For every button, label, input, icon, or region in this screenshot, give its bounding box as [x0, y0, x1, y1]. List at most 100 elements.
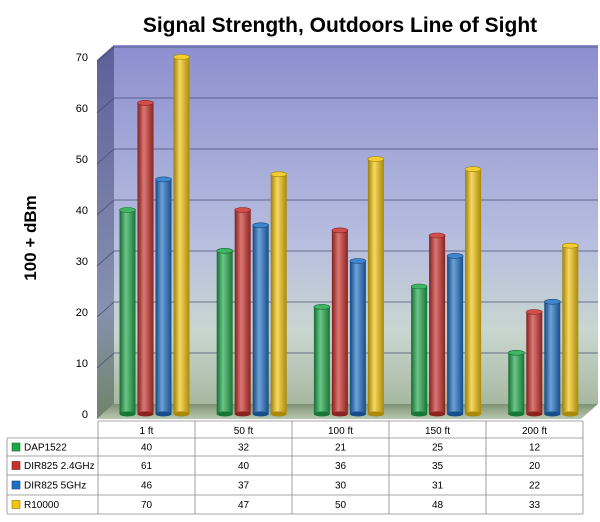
x-tick-label: 50 ft [234, 426, 254, 437]
bar-body [447, 255, 464, 414]
bar-top [173, 54, 190, 60]
bar-base [526, 411, 543, 417]
bar-top [137, 100, 154, 106]
data-label: 70 [141, 500, 153, 511]
bar [234, 207, 251, 417]
bar [216, 248, 233, 417]
gridline-side [96, 352, 115, 369]
data-label: 50 [335, 500, 347, 511]
bar-body [544, 301, 561, 414]
gridline-side [96, 250, 115, 267]
bar [349, 258, 367, 417]
bar-base [234, 411, 251, 417]
bar-base [331, 411, 348, 417]
bar-body [137, 102, 154, 415]
bar-body [465, 169, 482, 414]
data-label: 35 [432, 461, 444, 472]
data-label: 32 [238, 443, 250, 454]
bar-top [349, 258, 367, 264]
bar-top [464, 166, 482, 172]
gridline-side [96, 46, 115, 63]
plot-side-wall [97, 45, 114, 419]
bar-top [525, 309, 543, 315]
y-axis-label: 100 + dBm [21, 195, 40, 281]
bar-body [411, 286, 428, 414]
bar-base [447, 411, 464, 417]
bar-base [216, 411, 233, 417]
legend-label: DIR825 5GHz [24, 481, 86, 492]
data-label: 36 [335, 461, 347, 472]
bar-base [544, 411, 561, 417]
legend-label: DIR825 2.4GHz [24, 461, 95, 472]
bar-top [410, 283, 428, 290]
bar-base [173, 411, 190, 417]
bar-body [173, 57, 190, 414]
bar [525, 309, 543, 417]
data-label: 30 [335, 481, 347, 492]
data-label: 48 [432, 500, 444, 511]
bar-top [216, 248, 233, 254]
y-tick-label: 60 [76, 103, 88, 115]
y-tick-label: 20 [76, 307, 88, 319]
bar [410, 283, 428, 417]
data-label: 20 [529, 461, 541, 472]
bar [464, 166, 482, 417]
data-label: 40 [141, 443, 153, 454]
bar-body [216, 250, 233, 414]
y-tick-label: 0 [82, 409, 88, 421]
gridline-side [96, 148, 115, 165]
bar-base [137, 411, 154, 417]
bar-base [429, 411, 446, 417]
bar-body [526, 312, 543, 414]
bar-body [119, 210, 136, 414]
x-tick-label: 200 ft [522, 426, 547, 437]
y-tick-labels: 0 10 20 30 40 50 60 70 [76, 52, 88, 421]
bar-body [429, 235, 446, 414]
bar-base [313, 411, 330, 417]
bar [561, 242, 579, 417]
bar-top [507, 349, 525, 356]
bar [119, 207, 136, 417]
bar [446, 253, 464, 417]
bar-body [270, 174, 287, 414]
bar-top [331, 227, 349, 234]
x-tick-label: 100 ft [328, 426, 353, 437]
data-label: 37 [238, 481, 250, 492]
bar [155, 176, 172, 417]
x-tick-label: 150 ft [425, 426, 450, 437]
chart-title: Signal Strength, Outdoors Line of Sight [143, 14, 537, 37]
bar-base [411, 411, 428, 417]
legend-swatch [11, 461, 21, 470]
bar-top [428, 232, 446, 239]
bar-base [508, 411, 525, 417]
bar [173, 54, 190, 417]
bar [543, 298, 561, 417]
bar-top [367, 156, 385, 162]
legend-swatch [11, 480, 21, 490]
bar-body [349, 261, 366, 414]
legend-swatch [11, 500, 21, 509]
y-tick-label: 30 [76, 256, 88, 268]
bar-body [331, 230, 348, 414]
bar-base [562, 411, 579, 417]
legend-swatch [11, 442, 21, 452]
data-label: 22 [529, 481, 541, 492]
bars [119, 54, 579, 417]
bar [252, 222, 270, 417]
gridline-side [96, 97, 115, 114]
bar [507, 349, 525, 417]
bar-top [119, 207, 136, 213]
bar-top [561, 242, 579, 249]
bar-body [562, 245, 579, 414]
bar-top [270, 171, 288, 178]
x-tick-label: 1 ft [140, 426, 154, 437]
data-label: 40 [238, 461, 250, 472]
y-tick-label: 70 [76, 52, 88, 64]
bar-body [155, 179, 172, 414]
bar-body [508, 352, 525, 414]
data-label: 12 [529, 443, 541, 454]
bar-top [155, 176, 172, 183]
bar-body [367, 159, 384, 414]
bar-top [543, 298, 561, 305]
bar-top [252, 222, 270, 229]
